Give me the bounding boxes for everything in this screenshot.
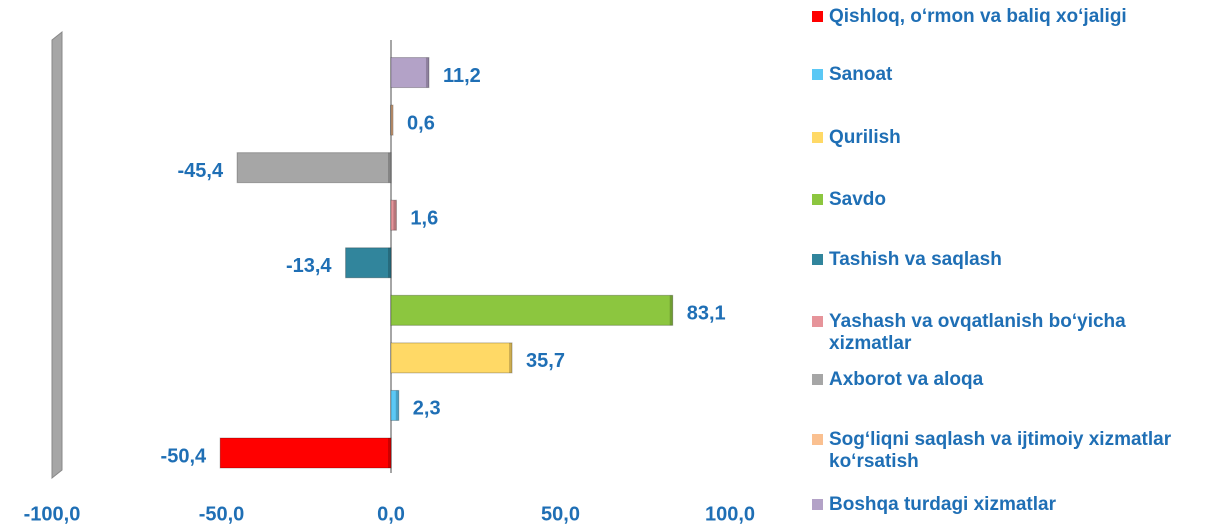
x-tick-label: -100,0 <box>24 503 81 525</box>
legend-item: Qurilish <box>812 127 1204 149</box>
value-label: -13,4 <box>286 255 332 277</box>
bar <box>390 104 394 136</box>
value-label: 2,3 <box>413 398 441 420</box>
legend-label: Qishloq, o‘rmon va baliq xo‘jaligi <box>829 6 1127 27</box>
x-tick-label: 50,0 <box>541 503 580 525</box>
legend-label: Qurilish <box>829 127 901 148</box>
legend-label: Axborot va aloqa <box>829 369 984 390</box>
x-tick-label: -50,0 <box>199 503 245 525</box>
bar <box>390 342 513 374</box>
value-label: 1,6 <box>410 208 438 230</box>
bar-shade <box>395 390 399 421</box>
legend-label: Yashash va ovqatlanish bo‘yicha xizmatla… <box>829 311 1126 354</box>
legend-item: Yashash va ovqatlanish bo‘yicha xizmatla… <box>812 311 1204 355</box>
legend-label: Boshqa turdagi xizmatlar <box>829 494 1056 515</box>
bar-shade <box>509 342 513 373</box>
legend-item: Sog‘liqni saqlash va ijtimoiy xizmatlar … <box>812 429 1204 473</box>
legend-label: Savdo <box>829 189 887 210</box>
legend-swatch <box>812 254 823 265</box>
legend-item: Savdo <box>812 189 1204 211</box>
bar-shade <box>388 438 391 468</box>
value-label: 83,1 <box>687 303 726 325</box>
bar <box>236 152 392 184</box>
legend-swatch <box>812 499 823 510</box>
bar <box>390 199 397 231</box>
value-label: 0,6 <box>407 112 435 134</box>
legend-label: Tashish va saqlash <box>829 249 1002 270</box>
wall <box>51 30 63 480</box>
value-label: 35,7 <box>526 350 565 372</box>
legend-item: Qishloq, o‘rmon va baliq xo‘jaligi <box>812 6 1204 28</box>
legend-label: Sanoat <box>829 64 893 85</box>
legend-swatch <box>812 194 823 205</box>
bar <box>219 437 392 469</box>
legend-swatch <box>812 434 823 445</box>
x-tick-label: 0,0 <box>377 503 405 525</box>
bar-shade <box>425 57 429 88</box>
legend-item: Tashish va saqlash <box>812 249 1204 271</box>
bar <box>345 247 392 279</box>
legend-swatch <box>812 11 823 22</box>
bar-shade <box>393 200 397 231</box>
legend-item: Axborot va aloqa <box>812 369 1204 391</box>
legend-swatch <box>812 316 823 327</box>
legend-swatch <box>812 132 823 143</box>
bar <box>390 294 674 326</box>
bar-shade <box>388 152 391 183</box>
value-label: 11,2 <box>443 65 481 87</box>
legend-swatch <box>812 69 823 80</box>
value-label: -50,4 <box>161 445 207 467</box>
legend-item: Sanoat <box>812 64 1204 86</box>
bar-shade <box>388 247 391 278</box>
bar <box>390 57 430 89</box>
value-label: -45,4 <box>178 160 224 182</box>
chart: -100,0 -50,0 0,0 50,0 100,0 -50,4 2,3 35,7 83,1 -… <box>24 30 755 525</box>
x-tick-label: 100,0 <box>705 503 755 525</box>
legend-swatch <box>812 374 823 385</box>
legend-label: Sog‘liqni saqlash va ijtimoiy xizmatlar … <box>829 429 1172 472</box>
bar-shade <box>390 105 394 136</box>
bar-shade <box>669 295 673 326</box>
bar <box>390 389 400 421</box>
legend-item: Boshqa turdagi xizmatlar <box>812 494 1204 516</box>
